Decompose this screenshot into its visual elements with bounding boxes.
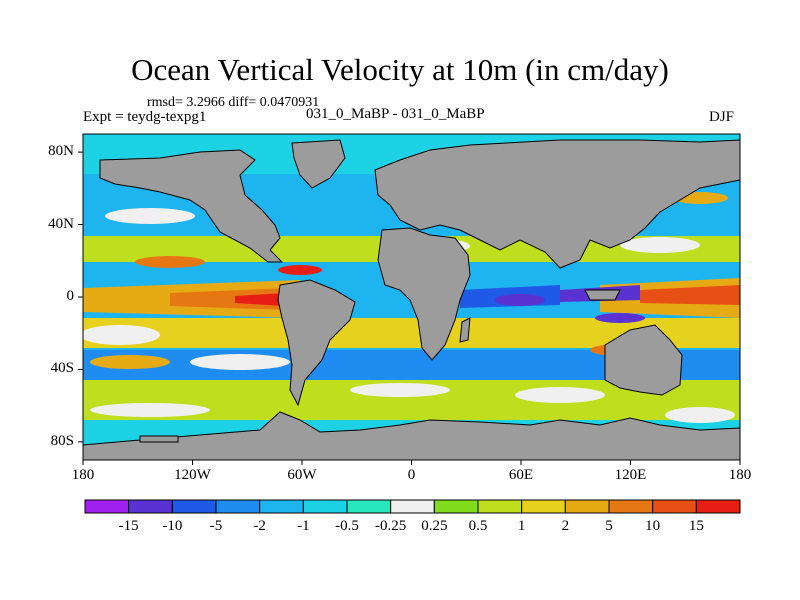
lon-tick-label: 120E bbox=[614, 467, 647, 483]
neutral-patch bbox=[515, 387, 605, 403]
lat-tick-label: 40S bbox=[50, 360, 74, 377]
upwelling-patch bbox=[278, 265, 322, 275]
colorbar-label: 15 bbox=[688, 518, 704, 534]
colorbar-label: -10 bbox=[162, 518, 183, 534]
lon-tick-label: 120W bbox=[174, 467, 211, 483]
neutral-patch bbox=[90, 403, 210, 417]
colorbar-label: 2 bbox=[561, 518, 570, 534]
neutral-patch bbox=[665, 407, 735, 423]
colorbar-swatch bbox=[608, 499, 654, 514]
lon-tick-label: 60E bbox=[508, 467, 534, 483]
lon-tick-label: 60W bbox=[287, 467, 317, 483]
colorbar-swatch bbox=[259, 499, 304, 514]
colorbar-swatch bbox=[433, 499, 479, 514]
stats-label: rmsd= 3.2966 diff= 0.0470931 bbox=[147, 95, 320, 110]
upwelling-patch bbox=[135, 256, 205, 268]
neutral-patch bbox=[83, 325, 160, 345]
colorbar-label: -0.5 bbox=[335, 518, 359, 534]
colorbar-label: -15 bbox=[118, 518, 139, 534]
colorbar-swatch bbox=[390, 499, 435, 514]
colorbar-swatch bbox=[84, 499, 130, 514]
colorbar-label: 1 bbox=[517, 518, 526, 534]
land-north-america bbox=[99, 149, 284, 263]
colorbar-swatch bbox=[477, 499, 523, 514]
colorbar-swatch bbox=[652, 499, 697, 514]
colorbar-label: -5 bbox=[209, 518, 223, 534]
lon-tick-label: 180 bbox=[728, 467, 752, 483]
experiment-label: Expt = teydg-texpg1 bbox=[83, 109, 207, 125]
colorbar-label: -0.25 bbox=[375, 518, 407, 534]
ocean-field bbox=[83, 134, 740, 460]
land-greenland bbox=[291, 139, 346, 189]
season-label: DJF bbox=[709, 109, 735, 125]
neutral-patch bbox=[105, 208, 195, 224]
colorbar-label: 10 bbox=[645, 518, 661, 534]
colorbar-label: 5 bbox=[605, 518, 613, 534]
equatorial-core-west-pacific bbox=[640, 285, 740, 305]
colorbar-swatch bbox=[302, 499, 348, 514]
land-eurasia bbox=[374, 139, 740, 269]
colorbar-label: -2 bbox=[253, 518, 266, 534]
lat-tick-label: 80N bbox=[48, 143, 74, 160]
lat-tick-label: 80S bbox=[50, 432, 74, 449]
colorbar-swatch bbox=[564, 499, 610, 514]
colorbar-label: -1 bbox=[297, 518, 310, 534]
colorbar-label: 0.25 bbox=[421, 518, 448, 534]
neutral-patch bbox=[620, 237, 700, 253]
colorbar-swatch bbox=[695, 499, 741, 514]
land-indonesia bbox=[584, 289, 621, 301]
colorbar-swatch bbox=[521, 499, 566, 514]
neutral-patch bbox=[350, 383, 450, 397]
colorbar-swatch bbox=[128, 499, 173, 514]
neutral-patch bbox=[190, 354, 290, 370]
land-masses bbox=[83, 139, 740, 460]
downwelling-patch bbox=[495, 294, 545, 306]
colorbar-swatch bbox=[215, 499, 261, 514]
upwelling-patch bbox=[90, 355, 170, 369]
lat-tick-label: 0 bbox=[66, 288, 75, 304]
comparison-label: 031_0_MaBP - 031_0_MaBP bbox=[306, 106, 485, 122]
downwelling-patch bbox=[595, 313, 645, 323]
colorbar-swatch bbox=[346, 499, 392, 514]
lat-tick-marks bbox=[78, 151, 83, 443]
land-africa bbox=[377, 227, 471, 361]
land-antarctica bbox=[83, 411, 740, 460]
colorbar bbox=[84, 499, 741, 514]
equatorial-peak-east-pacific bbox=[235, 293, 285, 306]
colorbar-swatch bbox=[171, 499, 217, 514]
land-south-america bbox=[277, 279, 356, 407]
map-title: Ocean Vertical Velocity at 10m (in cm/da… bbox=[131, 52, 669, 87]
colorbar-label: 0.5 bbox=[468, 518, 488, 534]
lon-tick-marks bbox=[82, 460, 741, 465]
lat-tick-label: 40N bbox=[48, 215, 74, 232]
land-antarctic-island bbox=[139, 435, 179, 443]
lon-tick-label: 180 bbox=[71, 467, 95, 483]
land-madagascar bbox=[459, 317, 471, 343]
land-australia bbox=[604, 324, 683, 396]
lon-tick-label: 0 bbox=[407, 467, 416, 483]
